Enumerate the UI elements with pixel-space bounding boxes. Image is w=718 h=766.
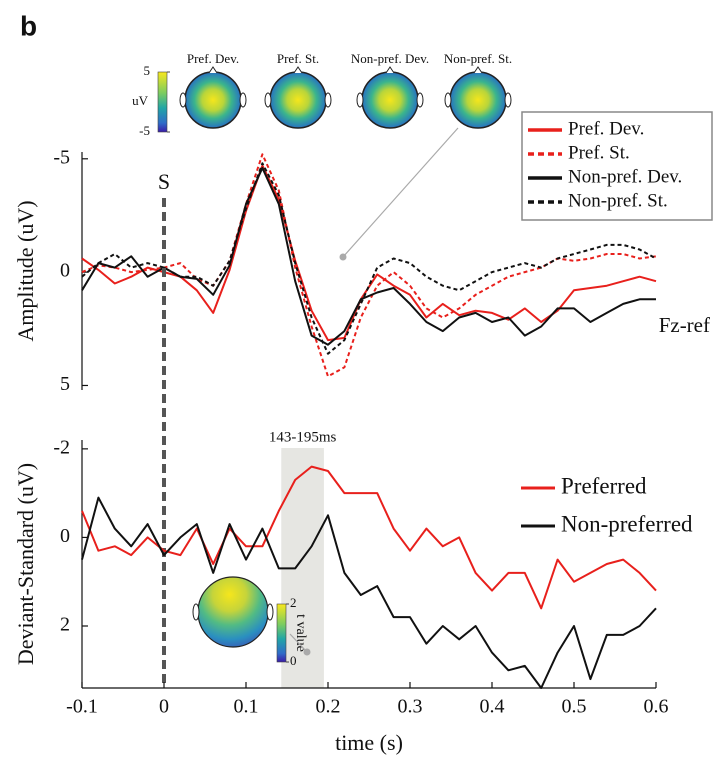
annotation: Fz-ref <box>659 313 710 337</box>
callout-dot <box>339 253 347 261</box>
colorbar-tick-label: 0 <box>290 653 297 668</box>
topomap-label: Pref. St. <box>277 51 319 66</box>
legend-label: Non-preferred <box>561 511 693 536</box>
series-line <box>81 153 657 378</box>
topomap-head <box>197 576 269 648</box>
topomap-ear <box>266 603 274 621</box>
topomap-label: Non-pref. St. <box>444 51 512 66</box>
y-axis-label: Amplitude (uV) <box>13 200 38 341</box>
colorbar <box>157 71 168 133</box>
legend-label: Preferred <box>561 473 647 498</box>
callout-line <box>289 633 308 653</box>
topomap-ear <box>504 92 512 108</box>
legend-label: Pref. St. <box>568 142 630 163</box>
legend-label: Non-pref. St. <box>568 190 668 211</box>
topomap-head <box>449 71 507 129</box>
x-tick-label: 0.4 <box>480 696 505 718</box>
x-tick-label: 0.6 <box>644 696 669 718</box>
highlight-label: 143-195ms <box>269 429 337 445</box>
topomap-head <box>269 71 327 129</box>
x-tick-label: 0.2 <box>316 696 341 718</box>
legend-label: Pref. Dev. <box>568 118 644 139</box>
x-tick-label: 0 <box>159 696 169 718</box>
topomap-ear <box>239 92 247 108</box>
topomap-head <box>361 71 419 129</box>
topomap-head <box>184 71 242 129</box>
topomap-ear <box>192 603 200 621</box>
topomap-nose <box>473 66 483 74</box>
series-line <box>81 496 657 689</box>
topomap-label: Non-pref. Dev. <box>351 51 429 66</box>
topomap-nose <box>385 66 395 74</box>
topomap-ear <box>324 92 332 108</box>
topomap-nose <box>208 66 218 74</box>
topomap-ear <box>264 92 272 108</box>
x-tick-label: -0.1 <box>66 696 98 718</box>
y-tick-label: 2 <box>60 614 70 636</box>
topomap-ear <box>356 92 364 108</box>
series-line <box>81 465 657 610</box>
x-tick-label: 0.1 <box>234 696 259 718</box>
x-axis-label: time (s) <box>335 730 403 755</box>
topomap-ear <box>444 92 452 108</box>
colorbar-label: uV <box>132 93 149 108</box>
topomap-nose <box>293 66 303 74</box>
series-line <box>81 166 656 346</box>
y-tick-label: 5 <box>60 373 70 395</box>
colorbar-tick-label: -5 <box>139 123 150 138</box>
topomap-label: Pref. Dev. <box>187 51 239 66</box>
y-tick-label: -5 <box>53 146 70 168</box>
x-tick-label: 0.5 <box>562 696 587 718</box>
callout-dot <box>303 648 311 656</box>
stimulus-label: S <box>158 169 170 194</box>
panel-label: b <box>20 10 37 41</box>
legend-label: Non-pref. Dev. <box>568 166 682 187</box>
x-tick-label: 0.3 <box>398 696 423 718</box>
colorbar-label: t value <box>293 614 308 652</box>
topomap-ear <box>179 92 187 108</box>
topomap-ear <box>416 92 424 108</box>
y-axis-label: Deviant-Standard (uV) <box>13 463 38 665</box>
colorbar-tick-label: 2 <box>290 595 297 610</box>
colorbar <box>276 603 287 663</box>
callout-line <box>342 127 459 258</box>
y-tick-label: -2 <box>53 436 70 458</box>
colorbar-tick-label: 5 <box>144 63 151 78</box>
y-tick-label: 0 <box>60 525 70 547</box>
y-tick-label: 0 <box>60 260 70 282</box>
